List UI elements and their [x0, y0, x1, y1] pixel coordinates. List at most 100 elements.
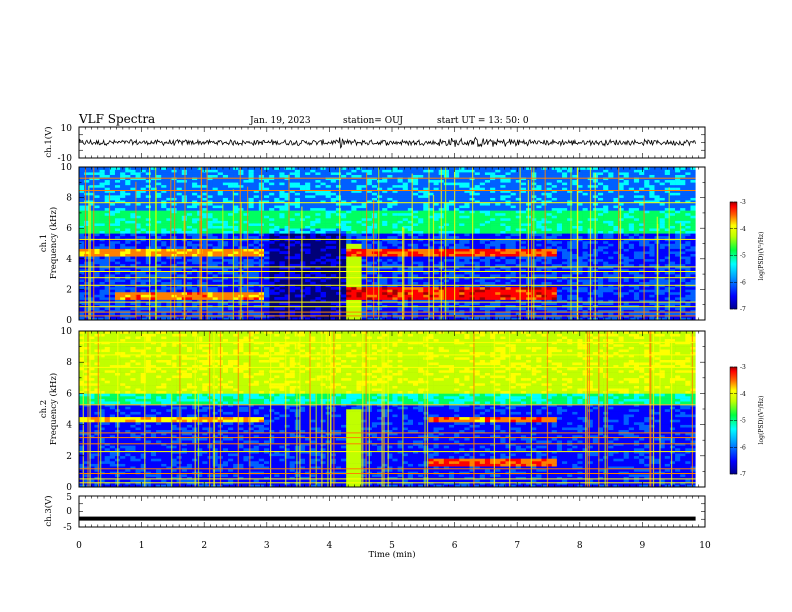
ch1-spec-cell: [341, 225, 347, 229]
start-time-label: start UT = 13: 50: 0: [437, 116, 529, 126]
ch1-spec-cell: [392, 274, 398, 277]
ch1-spec-cell: [217, 210, 224, 214]
ch1-spec-cell: [423, 220, 429, 224]
ch1-spec-cell: [114, 304, 121, 308]
ch1-spec-cell: [366, 212, 373, 216]
ch1-spec-cell: [125, 317, 131, 321]
ch1-spec-cell: [192, 200, 198, 203]
ch1-spec-cell: [464, 286, 470, 290]
ch1-spec-cell: [248, 302, 255, 305]
ch1-spec-cell: [192, 307, 198, 311]
ch1-spec-cell: [356, 233, 362, 237]
ch1-spec-cell: [484, 269, 491, 272]
ch1-spec-cell: [104, 263, 111, 267]
ch1-spec-cell: [248, 187, 255, 191]
ch1-spec-cell: [125, 299, 131, 303]
ch1-spec-cell: [279, 192, 285, 196]
ch1-spec-cell: [402, 286, 409, 290]
ch1-spec-cell: [114, 179, 121, 183]
ch1-spec-cell: [443, 261, 450, 265]
ch1-spec-cell: [459, 297, 465, 300]
ch1-spec-cell: [192, 210, 198, 214]
ch1-spec-cell: [166, 281, 172, 285]
ch1-spec-cell: [135, 205, 141, 209]
ch1-spec-cell: [366, 240, 373, 244]
ch1-spec-cell: [299, 182, 306, 186]
ch1-spec-cell: [495, 215, 501, 219]
ch1-spec-cell: [212, 195, 219, 198]
ch1-spec-cell: [495, 258, 501, 262]
ch1-spec-cell: [233, 309, 239, 313]
ch1-spec-cell: [161, 246, 167, 249]
ch1-spec-cell: [269, 197, 275, 201]
ch1-spec-cell: [361, 182, 368, 186]
ch1-spec-cell: [479, 205, 486, 209]
ch1-spec-cell: [289, 200, 296, 203]
ch1-spec-cell: [243, 317, 249, 321]
ch1-spec-cell: [490, 304, 496, 308]
ch1-spec-cell: [407, 266, 414, 270]
ch1-spec-cell: [305, 286, 311, 290]
ch1-spec-cell: [89, 269, 95, 272]
ch1-spec-cell: [351, 225, 357, 229]
ch1-spec-cell: [443, 274, 450, 277]
ch1-spec-cell: [397, 182, 404, 186]
ch1-spec-cell: [186, 302, 193, 305]
ch1-spec-cell: [366, 174, 373, 178]
ch1-spec-cell: [150, 174, 157, 178]
ch1-spec-cell: [99, 169, 105, 173]
ch1-spec-cell: [474, 286, 481, 290]
ch1-spec-cell: [505, 312, 511, 316]
ch1-spec-cell: [382, 174, 388, 178]
ch1-spec-cell: [356, 215, 362, 219]
ch1-spec-cell: [212, 312, 219, 316]
ch1-spec-cell: [253, 184, 260, 188]
ch1-spec-cell: [310, 235, 316, 239]
ch1-spec-cell: [217, 263, 224, 267]
ch1-spec-cell: [371, 269, 378, 272]
ch1-spec-cell: [248, 263, 255, 267]
ch1-spec-cell: [443, 207, 450, 211]
ch1-spec-cell: [289, 289, 296, 293]
ch1-spec-cell: [284, 297, 290, 300]
ch1-spec-cell: [454, 210, 460, 214]
ch1-spec-cell: [320, 291, 326, 295]
ch1-spec-cell: [464, 179, 470, 183]
ch1-spec-cell: [341, 200, 347, 203]
ch1-spec-cell: [166, 169, 172, 173]
ch1-spec-cell: [104, 317, 111, 321]
ch1-spec-cell: [130, 274, 136, 277]
ch1-spec-cell: [423, 182, 429, 186]
ch1-spec-cell: [510, 246, 517, 249]
ch1-spec-cell: [335, 302, 342, 305]
ch1-spec-cell: [479, 279, 486, 283]
ch1-spec-cell: [479, 207, 486, 211]
ch1-spec-cell: [145, 184, 152, 188]
ch1-spec-cell: [346, 220, 352, 224]
ch1-spec-cell: [156, 294, 162, 298]
ch1-spec-cell: [387, 192, 393, 196]
ch1-spec-cell: [279, 174, 285, 178]
ch1-spec-cell: [176, 243, 183, 247]
ch1-spec-cell: [325, 187, 332, 191]
ch1-spec-cell: [464, 197, 470, 201]
ch1-spec-cell: [361, 220, 368, 224]
ch1-spec-cell: [222, 225, 229, 229]
ch1-spec-cell: [150, 202, 157, 206]
ch1-spec-cell: [176, 225, 183, 229]
ch1-spec-cell: [243, 218, 249, 221]
ch1-spec-cell: [104, 253, 111, 257]
ch1-spec-cell: [335, 205, 342, 209]
ch1-spec-cell: [212, 302, 219, 305]
ch1-spec-cell: [454, 220, 460, 224]
ch1-spec-cell: [299, 184, 306, 188]
ch1-spec-cell: [274, 225, 280, 229]
ch1-spec-cell: [99, 228, 105, 232]
ch1-spec-cell: [413, 215, 419, 219]
ch1-spec-cell: [382, 307, 388, 311]
ch1-spec-cell: [335, 312, 342, 316]
ch1-spec-cell: [284, 197, 290, 201]
ch1-spec-cell: [515, 218, 522, 221]
ch1-spec-cell: [269, 192, 275, 196]
ch1-spec-cell: [89, 179, 95, 183]
